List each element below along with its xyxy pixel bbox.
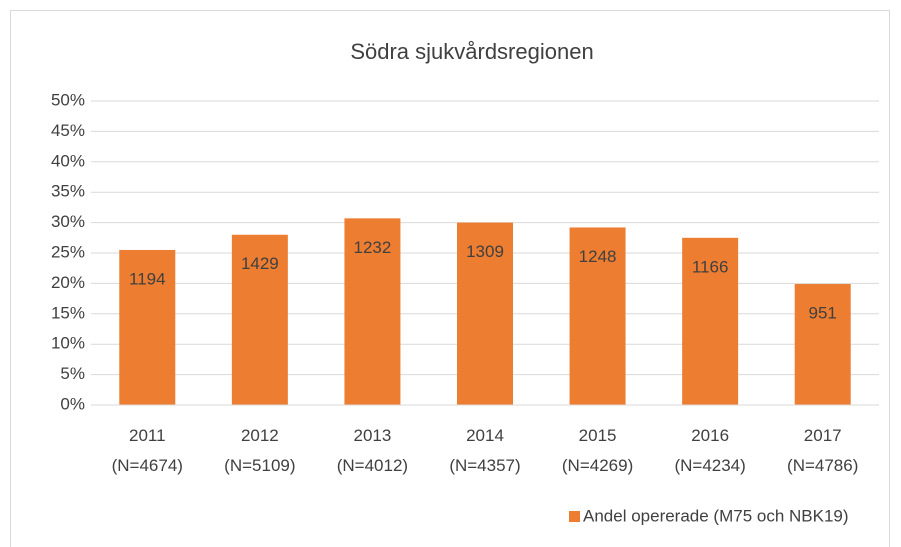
y-tick-label: 30%	[51, 212, 85, 231]
y-tick-label: 5%	[60, 364, 85, 383]
x-tick-line: 2012	[241, 426, 279, 445]
x-tick-line: 2013	[354, 426, 392, 445]
x-tick-line: 2011	[129, 426, 166, 445]
y-tick-label: 40%	[51, 151, 85, 170]
data-label: 1194	[129, 269, 166, 288]
x-tick-line: (N=4786)	[787, 456, 858, 475]
x-tick-line: 2016	[691, 426, 729, 445]
data-label: 1232	[354, 238, 392, 257]
y-tick-label: 35%	[51, 182, 85, 201]
bar	[457, 222, 513, 405]
x-tick-label: 2017 (N=4786)	[787, 426, 858, 475]
x-tick-line: (N=4269)	[562, 456, 633, 475]
y-tick-label: 0%	[60, 394, 85, 413]
chart-title: Södra sjukvårdsregionen	[350, 39, 593, 64]
bar	[344, 218, 401, 405]
x-tick-line: (N=5109)	[224, 456, 295, 475]
y-tick-label: 45%	[51, 121, 85, 140]
x-tick-label: 2011 (N=4674)	[112, 426, 183, 475]
bar	[231, 234, 288, 405]
x-tick-line: 2017	[804, 426, 842, 445]
y-tick-label: 50%	[51, 90, 85, 109]
x-tick-line: 2014	[466, 426, 504, 445]
bar	[794, 284, 851, 405]
x-tick-line: (N=4674)	[112, 456, 183, 475]
data-label: 951	[809, 303, 837, 322]
data-label: 1309	[466, 242, 504, 261]
data-label: 1248	[579, 247, 617, 266]
data-label: 1166	[692, 257, 729, 276]
x-tick-label: 2014 (N=4357)	[449, 426, 520, 475]
bar	[682, 237, 739, 405]
data-label: 1429	[241, 254, 279, 273]
y-tick-label: 10%	[51, 334, 85, 353]
x-tick-line: (N=4012)	[337, 456, 408, 475]
bar	[569, 227, 626, 405]
x-tick-label: 2012 (N=5109)	[224, 426, 295, 475]
x-tick-line: (N=4357)	[449, 456, 520, 475]
bar	[119, 249, 176, 405]
legend-swatch	[569, 511, 580, 522]
x-tick-line: 2015	[579, 426, 617, 445]
x-tick-label: 2015 (N=4269)	[562, 426, 633, 475]
y-tick-label: 20%	[51, 273, 85, 292]
x-tick-line: (N=4234)	[674, 456, 745, 475]
x-tick-label: 2013 (N=4012)	[337, 426, 408, 475]
x-tick-label: 2016 (N=4234)	[674, 426, 745, 475]
legend-label: Andel opererade (M75 och NBK19)	[583, 506, 849, 525]
y-tick-label: 25%	[51, 242, 85, 261]
y-tick-label: 15%	[51, 303, 85, 322]
